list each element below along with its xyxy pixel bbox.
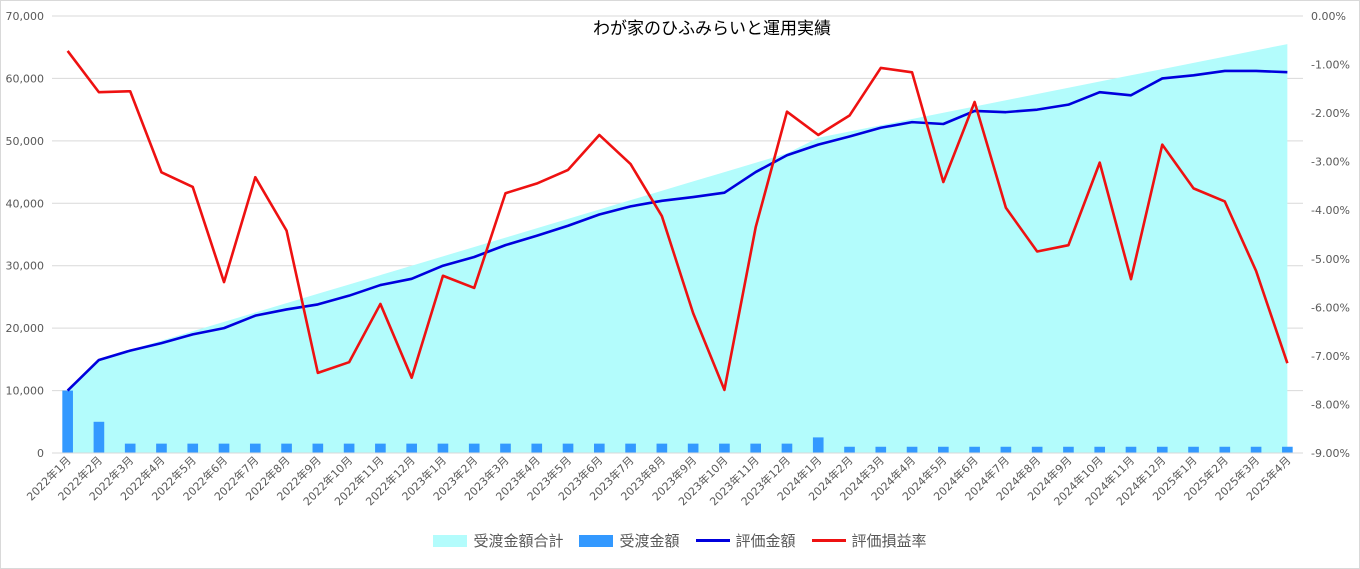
bar (687, 443, 699, 453)
bar (218, 443, 230, 453)
bar (1000, 446, 1012, 453)
bar (343, 443, 355, 453)
bar (1282, 446, 1293, 453)
legend-item-deposit: 受渡金額 (579, 530, 680, 551)
y-right-tick-label: -2.00% (1311, 107, 1350, 120)
bar (1188, 446, 1199, 453)
bar (593, 443, 605, 453)
bar (812, 437, 824, 453)
y-left-tick-label: 30,000 (6, 260, 45, 273)
legend-swatch-return-rate (811, 539, 846, 542)
legend-label-total-deposit: 受渡金額合計 (473, 532, 564, 550)
bar (62, 390, 73, 453)
legend-swatch-deposit (579, 534, 614, 547)
legend-swatch-total-deposit (433, 534, 468, 547)
bar (1063, 446, 1074, 453)
bar (1250, 446, 1262, 453)
bar (844, 446, 855, 453)
bar (875, 446, 887, 453)
bar (1156, 446, 1168, 453)
y-right-tick-label: -7.00% (1311, 350, 1350, 363)
bar (781, 443, 793, 453)
bar (906, 446, 918, 453)
legend-swatch-valuation (695, 539, 730, 542)
y-axis-left-ticks: 0 10,000 20,000 30,000 40,000 50,000 60,000 70,… (6, 10, 45, 460)
bar (531, 443, 543, 453)
y-left-tick-label: 40,000 (6, 197, 45, 210)
bar (281, 443, 292, 453)
legend: 受渡金額合計 受渡金額 評価金額 評価損益率 (0, 530, 1360, 551)
y-right-tick-label: -5.00% (1311, 253, 1350, 266)
bar (124, 443, 136, 453)
legend-label-valuation: 評価金額 (735, 532, 796, 550)
bar (93, 421, 105, 453)
legend-label-return-rate: 評価損益率 (851, 532, 927, 550)
y-left-tick-label: 0 (37, 447, 44, 460)
y-right-tick-label: 0.00% (1311, 10, 1346, 23)
y-right-tick-label: -4.00% (1311, 204, 1350, 217)
y-right-tick-label: -1.00% (1311, 59, 1350, 72)
line-series-valuation (66, 69, 1288, 392)
bar (719, 443, 730, 453)
bar (1094, 446, 1106, 453)
chart-title: わが家のひふみらいと運用実績 (593, 19, 831, 39)
bar (750, 443, 762, 453)
bar (1125, 446, 1137, 453)
y-left-tick-label: 70,000 (6, 10, 45, 23)
y-right-tick-label: -8.00% (1311, 398, 1350, 411)
bar (406, 443, 417, 453)
y-left-tick-label: 60,000 (6, 72, 45, 85)
legend-item-valuation: 評価金額 (695, 530, 796, 551)
legend-item-total-deposit: 受渡金額合計 (433, 530, 563, 551)
bar (468, 443, 480, 453)
bar (969, 446, 980, 453)
bar (1031, 446, 1043, 453)
bar (938, 446, 949, 453)
bar (1219, 446, 1231, 453)
bar (249, 443, 261, 453)
legend-item-return-rate: 評価損益率 (811, 530, 927, 551)
bar (500, 443, 511, 453)
y-right-tick-label: -6.00% (1311, 301, 1350, 314)
y-axis-right-ticks: 0.00% -1.00% -2.00% -3.00% -4.00% -5.00% -6.00… (1311, 10, 1350, 460)
y-left-tick-label: 10,000 (6, 385, 45, 398)
bar (375, 443, 386, 453)
bar (312, 443, 324, 453)
y-right-tick-label: -3.00% (1311, 156, 1350, 169)
bar (562, 443, 574, 453)
legend-label-deposit: 受渡金額 (619, 532, 680, 550)
bar (625, 443, 636, 453)
bar (437, 443, 449, 453)
bar (156, 443, 167, 453)
y-left-tick-label: 50,000 (6, 135, 45, 148)
bar-series-deposit (62, 390, 1293, 453)
y-left-tick-label: 20,000 (6, 322, 45, 335)
bar (187, 443, 199, 453)
line-series-return-rate (66, 50, 1289, 392)
y-right-tick-label: -9.00% (1311, 447, 1350, 460)
area-series-total-deposit (67, 44, 1288, 453)
bar (656, 443, 668, 453)
